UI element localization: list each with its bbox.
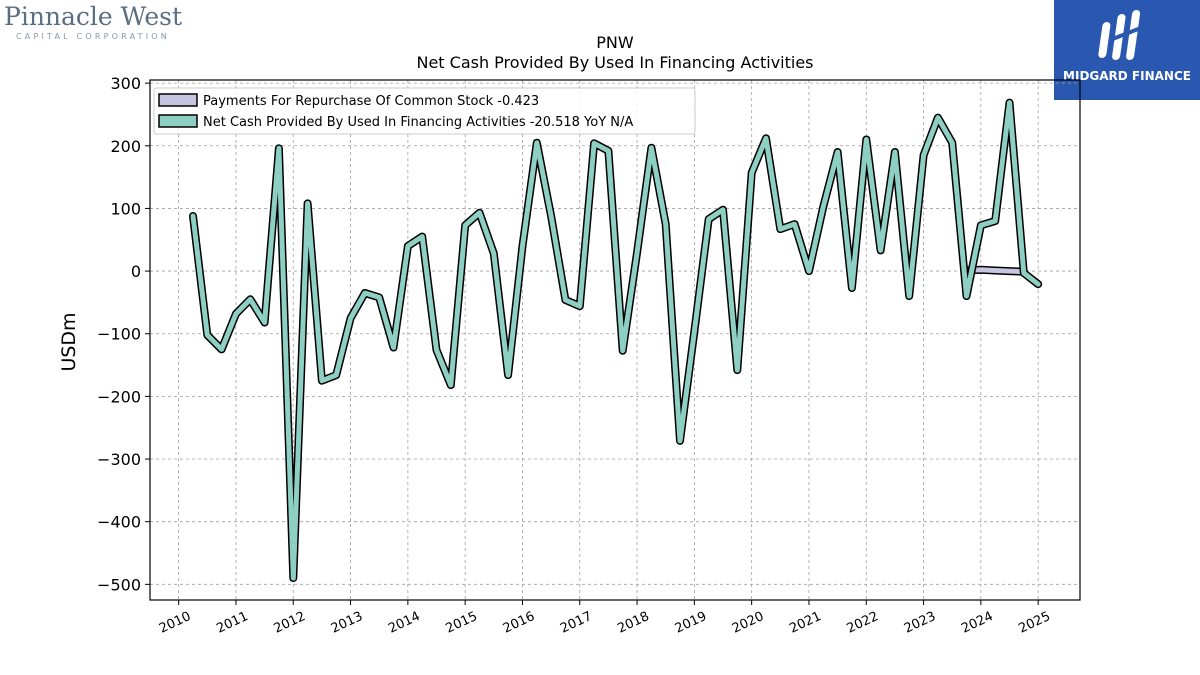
y-tick-label: −200	[97, 387, 141, 406]
plot-frame	[149, 79, 1081, 601]
y-tick-label: 0	[131, 262, 141, 281]
midgard-finance-logo: MIDGARD FINANCE	[1054, 0, 1200, 100]
x-tick-label: 2013	[329, 609, 365, 637]
series-repurchase-line	[964, 267, 1027, 275]
midgard-emblem-icon	[1098, 10, 1147, 60]
chart-title: PNW	[596, 33, 634, 52]
pinnacle-west-logo: Pinnacle West CAPITAL CORPORATION	[4, 2, 204, 44]
legend-swatch-repurchase	[158, 93, 198, 107]
x-tick-label: 2010	[157, 609, 193, 637]
series-layer	[189, 98, 1043, 583]
x-tick-label: 2018	[615, 609, 651, 637]
y-tick-label: −100	[97, 325, 141, 344]
x-tick-label: 2022	[845, 609, 881, 637]
y-tick-label: −500	[97, 575, 141, 594]
chart-subtitle: Net Cash Provided By Used In Financing A…	[416, 53, 813, 72]
x-tick-label: 2016	[501, 609, 537, 637]
y-tick-label: 100	[110, 199, 141, 218]
x-tick-label: 2014	[386, 609, 422, 637]
x-tick-label: 2012	[272, 609, 308, 637]
x-tick-label: 2023	[902, 609, 938, 637]
x-tick-label: 2025	[1017, 609, 1053, 637]
logo-right-name: MIDGARD FINANCE	[1063, 69, 1191, 83]
legend-label-repurchase: Payments For Repurchase Of Common Stock …	[203, 94, 539, 109]
legend-box	[153, 87, 696, 135]
x-tick-label: 2015	[444, 609, 480, 637]
logo-left-name: Pinnacle West	[4, 2, 182, 31]
x-axis: 2010 2011 2012 2013 2014 2015 2016 2017 2018 2019…	[157, 600, 1053, 637]
y-axis-label: USDm	[58, 312, 80, 371]
y-tick-label: −400	[97, 513, 141, 532]
y-tick-label: 200	[110, 137, 141, 156]
x-tick-label: 2024	[959, 609, 995, 637]
x-tick-label: 2020	[730, 609, 766, 637]
y-tick-label: −300	[97, 450, 141, 469]
x-tick-label: 2017	[558, 609, 594, 637]
x-tick-label: 2011	[214, 609, 250, 637]
y-axis: 300 200 100 0 −100 −200 −300 −400 −500	[97, 74, 150, 594]
series-financing-line	[190, 100, 1041, 581]
legend: Payments For Repurchase Of Common Stock …	[153, 87, 696, 135]
x-tick-label: 2021	[787, 609, 823, 637]
y-tick-label: 300	[110, 74, 141, 93]
logo-left-subtitle: CAPITAL CORPORATION	[16, 32, 170, 41]
legend-label-financing: Net Cash Provided By Used In Financing A…	[203, 115, 633, 130]
legend-swatch-financing	[158, 114, 198, 128]
x-tick-label: 2019	[673, 609, 709, 637]
